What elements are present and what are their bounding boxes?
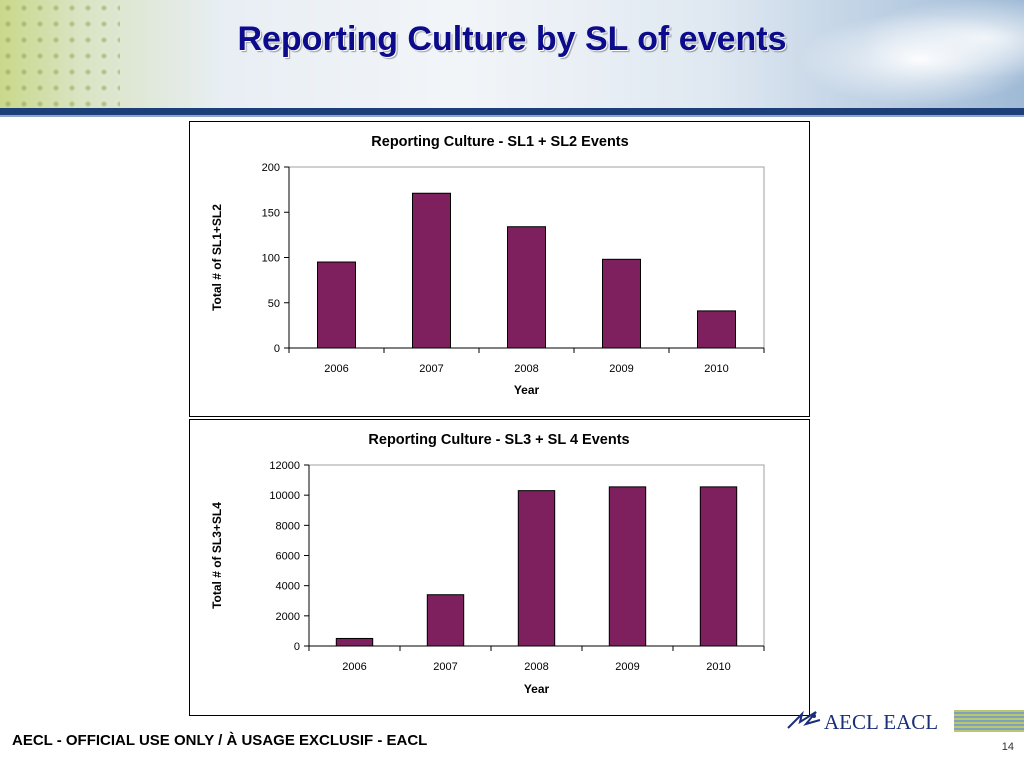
sl1-sl2-xtick-label: 2010 [704,363,728,375]
sl1-sl2-ytick-label: 200 [262,162,280,174]
sl1-sl2-ytick-label: 0 [274,343,280,355]
slide-title: Reporting Culture by SL of events [237,20,787,58]
aecl-logo: AECL EACL [786,708,1024,736]
sl3-sl4-ytick-label: 6000 [276,551,300,563]
sl1-sl2-bar-2006 [317,261,356,349]
sl3-sl4-ytick-label: 8000 [276,520,300,532]
chart-sl1-sl2: Reporting Culture - SL1 + SL2 Events Tota… [189,121,810,417]
sl1-sl2-xtick-label: 2006 [324,363,348,375]
sl3-sl4-bar-2008 [517,490,556,647]
sl3-sl4-xtick-label: 2007 [433,661,457,673]
page-number: 14 [1001,741,1014,753]
footer-classification: AECL - OFFICIAL USE ONLY / À USAGE EXCLU… [12,732,428,749]
sl1-sl2-bar-2008 [507,226,546,349]
sl3-sl4-xlabel: Year [524,682,550,696]
sl3-sl4-ytick-label: 10000 [269,490,300,502]
sl1-sl2-bar-2009 [602,258,641,349]
header-divider [0,108,1024,115]
sl3-sl4-xtick-label: 2008 [524,661,548,673]
header-dot-pattern [0,0,120,108]
sl3-sl4-bar-2006 [335,637,374,647]
aecl-atom-icon [787,710,821,729]
sl3-sl4-bar-2009 [608,486,647,647]
sl3-sl4-ylabel: Total # of SL3+SL4 [210,502,224,609]
sl3-sl4-ytick-label: 2000 [276,611,300,623]
chart-sl3-sl4: Reporting Culture - SL3 + SL 4 Events Tot… [189,419,810,716]
sl3-sl4-bar-2007 [426,594,465,647]
sl1-sl2-title: Reporting Culture - SL1 + SL2 Events [371,134,628,150]
sl1-sl2-ytick-label: 50 [268,298,280,310]
sl1-sl2-ylabel: Total # of SL1+SL2 [210,204,224,311]
sl1-sl2-bar-2010 [697,310,736,349]
sl1-sl2-xlabel: Year [514,383,540,397]
sl1-sl2-xtick-label: 2008 [514,363,538,375]
sl3-sl4-bar-2010 [699,486,738,647]
slide-header: Reporting Culture by SL of events [0,0,1024,108]
header-clouds [764,0,1024,108]
sl1-sl2-xtick-label: 2009 [609,363,633,375]
sl1-sl2-ytick-label: 100 [262,253,280,265]
logo-stripe-decoration [954,710,1024,732]
sl1-sl2-ytick-label: 150 [262,207,280,219]
chart-sl3-sl4-svg: Reporting Culture - SL3 + SL 4 Events Tot… [210,432,765,696]
sl1-sl2-xtick-label: 2007 [419,363,443,375]
sl1-sl2-bar-2007 [412,192,451,349]
header-divider-light [0,115,1024,117]
sl3-sl4-xtick-label: 2006 [342,661,366,673]
sl3-sl4-ytick-label: 12000 [269,460,300,472]
sl3-sl4-xtick-label: 2009 [615,661,639,673]
sl3-sl4-title: Reporting Culture - SL3 + SL 4 Events [368,432,629,448]
sl3-sl4-ytick-label: 4000 [276,581,300,593]
chart-sl1-sl2-svg: Reporting Culture - SL1 + SL2 Events Tota… [210,134,765,397]
aecl-logo-text: AECL EACL [824,710,939,734]
sl3-sl4-ytick-label: 0 [294,641,300,653]
sl3-sl4-xtick-label: 2010 [706,661,730,673]
